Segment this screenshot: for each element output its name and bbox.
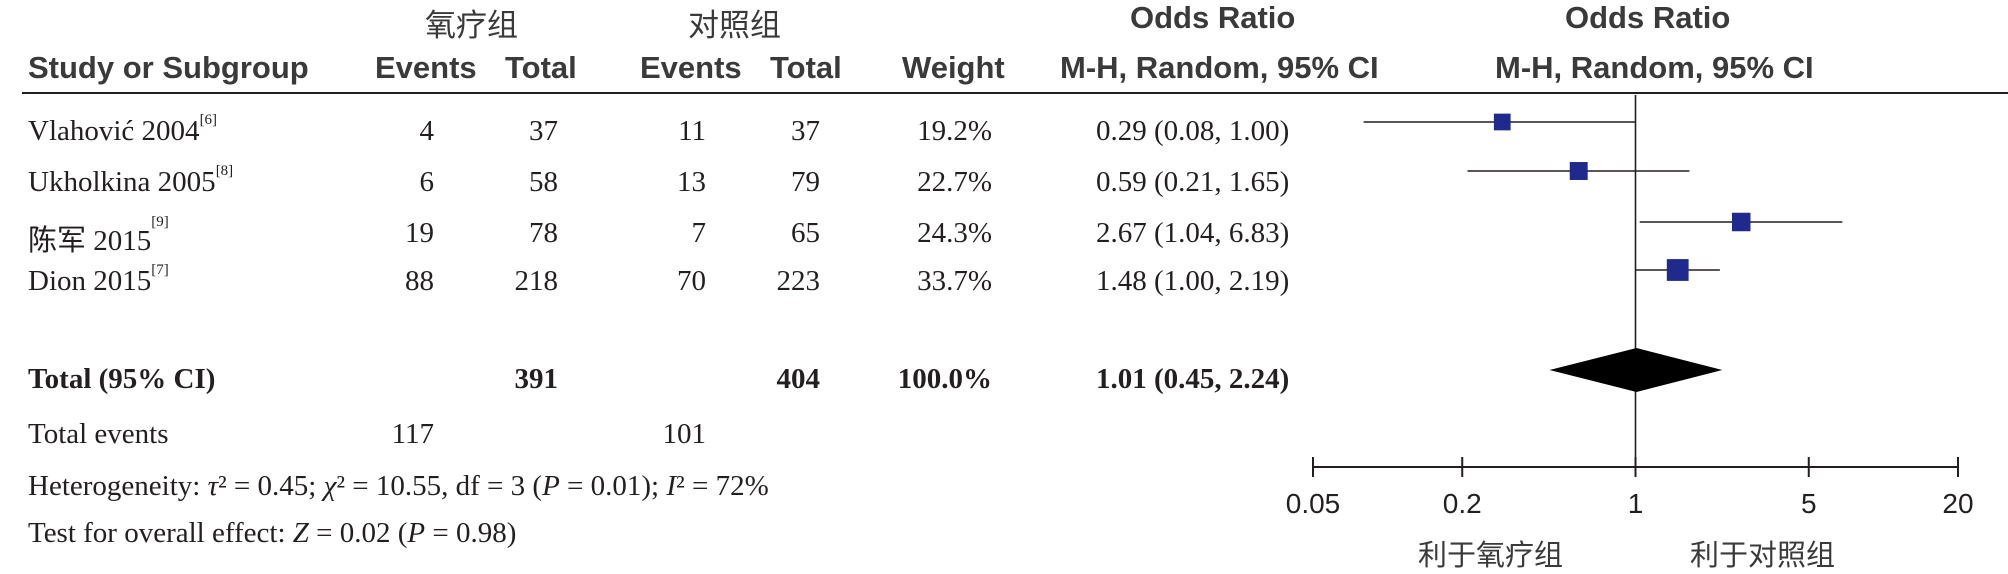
odds-ratio-plot-header: Odds Ratio	[1565, 0, 1731, 35]
control-total-events: 101	[662, 418, 707, 450]
treatment-total: 218	[514, 265, 559, 297]
x-axis-tick-label: 5	[1801, 488, 1817, 519]
control-group-header: 对照组	[688, 8, 781, 43]
treatment-total-events: 117	[391, 418, 434, 450]
total-events-label: Total events	[28, 418, 169, 450]
control-total: 65	[791, 217, 820, 249]
study-name: Dion 2015[7]	[28, 262, 169, 297]
treatment-total: 78	[529, 217, 558, 249]
study-name: 陈军 2015[9]	[28, 214, 169, 257]
study-name: Ukholkina 2005[8]	[28, 163, 234, 198]
control-total: 37	[791, 115, 820, 147]
total-label: Total (95% CI)	[28, 363, 216, 395]
treatment-total-sum: 391	[514, 363, 559, 395]
heterogeneity-text: Heterogeneity: τ² = 0.45; χ² = 10.55, df…	[28, 470, 769, 502]
study-or-ci: 0.59 (0.21, 1.65)	[1096, 166, 1290, 198]
pooled-effect-diamond	[1549, 348, 1723, 392]
control-events: 11	[678, 115, 706, 147]
study-weight: 22.7%	[917, 166, 992, 198]
treatment-total-header: Total	[505, 50, 577, 85]
study-or-ci: 1.48 (1.00, 2.19)	[1096, 265, 1290, 297]
study-effect-marker	[1666, 259, 1689, 281]
study-name: Vlahović 2004[6]	[28, 112, 218, 147]
study-effect-marker	[1731, 212, 1751, 232]
control-events: 70	[677, 265, 706, 297]
weight-header: Weight	[902, 50, 1005, 85]
control-total-header: Total	[770, 50, 842, 85]
study-or-ci: 0.29 (0.08, 1.00)	[1096, 115, 1290, 147]
favours-control-label: 利于对照组	[1690, 540, 1836, 572]
study-effect-marker	[1493, 113, 1511, 131]
x-axis-tick-label: 1	[1628, 488, 1644, 519]
study-weight: 19.2%	[917, 115, 992, 147]
study-or-ci: 2.67 (1.04, 6.83)	[1096, 217, 1290, 249]
or-method-header: M-H, Random, 95% CI	[1060, 50, 1379, 85]
treatment-events: 4	[419, 115, 435, 147]
control-total-sum: 404	[776, 363, 821, 395]
treatment-group-header: 氧疗组	[425, 8, 518, 43]
x-axis-tick-label: 20	[1942, 488, 1973, 519]
odds-ratio-table-header: Odds Ratio	[1130, 0, 1296, 35]
control-total: 79	[791, 166, 820, 198]
total-weight: 100.0%	[897, 363, 992, 395]
study-weight: 33.7%	[917, 265, 992, 297]
control-total: 223	[776, 265, 821, 297]
study-effect-marker	[1569, 162, 1588, 180]
treatment-total: 58	[529, 166, 558, 198]
study-weight: 24.3%	[917, 217, 992, 249]
treatment-events: 88	[405, 265, 434, 297]
x-axis-tick-label: 0.05	[1286, 488, 1341, 519]
x-axis-tick-label: 0.2	[1443, 488, 1482, 519]
study-column-header: Study or Subgroup	[28, 50, 309, 85]
control-events: 13	[677, 166, 706, 198]
plot-method-header: M-H, Random, 95% CI	[1495, 50, 1814, 85]
pooled-or-ci: 1.01 (0.45, 2.24)	[1096, 363, 1290, 395]
treatment-total: 37	[529, 115, 558, 147]
overall-effect-text: Test for overall effect: Z = 0.02 (P = 0…	[28, 517, 517, 549]
control-events: 7	[691, 217, 707, 249]
treatment-events-header: Events	[375, 50, 477, 85]
header-rule	[22, 92, 2008, 94]
treatment-events: 6	[419, 166, 435, 198]
control-events-header: Events	[640, 50, 742, 85]
favours-treatment-label: 利于氧疗组	[1418, 540, 1564, 572]
treatment-events: 19	[405, 217, 434, 249]
